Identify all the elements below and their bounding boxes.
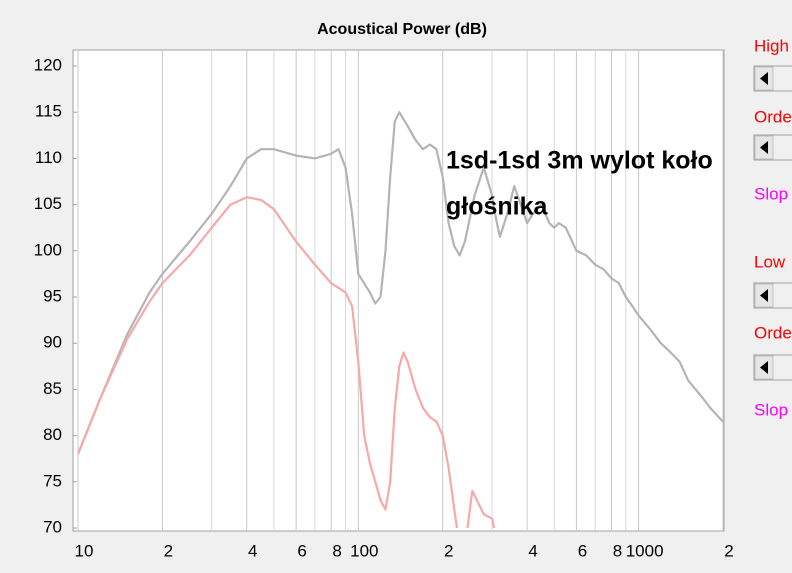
plot-area	[72, 49, 725, 532]
y-tick-label: 80	[43, 425, 62, 444]
control-label: Orde	[754, 107, 792, 126]
x-tick-label: 4	[248, 541, 257, 560]
annotation: 1sd-1sd 3m wylot koło	[446, 147, 713, 175]
x-tick-label: 10	[75, 541, 94, 560]
scroll-control[interactable]	[753, 282, 792, 309]
series-line	[78, 196, 496, 528]
y-tick-label: 120	[34, 55, 62, 74]
series-line	[78, 111, 723, 455]
y-tick-label: 90	[43, 333, 62, 352]
series-group	[78, 111, 723, 528]
x-tick-label: 1000	[626, 541, 664, 560]
grid	[73, 51, 724, 530]
x-tick-label: 6	[297, 541, 306, 560]
y-tick-label: 85	[43, 379, 62, 398]
y-tick-label: 115	[35, 102, 62, 121]
x-tick-label: 6	[578, 541, 587, 560]
control-label: High	[754, 36, 789, 55]
y-tick-label: 100	[34, 240, 62, 259]
x-tick-label: 2	[444, 541, 453, 560]
y-tick-label: 95	[43, 286, 62, 305]
scroll-control[interactable]	[753, 65, 792, 92]
y-tick-label: 105	[34, 194, 62, 213]
annotation: głośnika	[446, 193, 549, 221]
scroll-control[interactable]	[753, 354, 792, 381]
x-tick-label: 4	[528, 541, 537, 560]
control-label: Orde	[754, 323, 792, 342]
y-tick-label: 70	[43, 517, 62, 536]
control-label: Slop	[754, 400, 788, 419]
chart-title: Acoustical Power (dB)	[317, 21, 487, 38]
x-tick-label: 2	[164, 541, 173, 560]
scroll-control[interactable]	[753, 134, 792, 161]
x-tick-label: 8	[613, 541, 622, 560]
y-tick-label: 75	[43, 471, 62, 490]
control-label: Slop	[754, 184, 788, 203]
x-tick-label: 2	[724, 541, 733, 560]
x-tick-label: 100	[350, 541, 378, 560]
y-tick-label: 110	[35, 148, 62, 167]
control-label: Low	[754, 252, 786, 271]
x-tick-label: 8	[332, 541, 341, 560]
